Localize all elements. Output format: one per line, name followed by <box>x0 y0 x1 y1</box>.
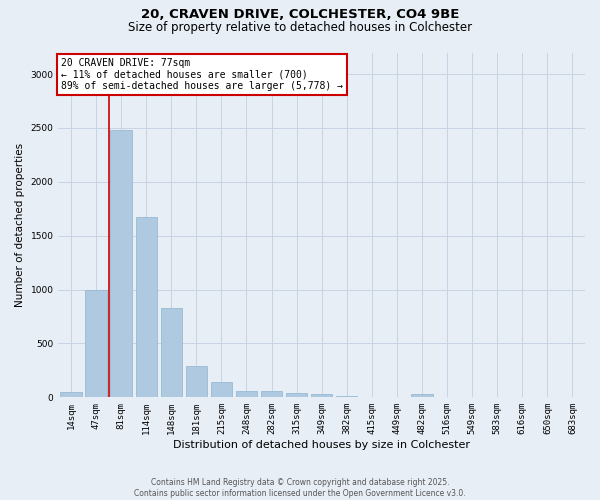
Text: Contains HM Land Registry data © Crown copyright and database right 2025.
Contai: Contains HM Land Registry data © Crown c… <box>134 478 466 498</box>
Bar <box>85 290 107 398</box>
Text: 20 CRAVEN DRIVE: 77sqm
← 11% of detached houses are smaller (700)
89% of semi-de: 20 CRAVEN DRIVE: 77sqm ← 11% of detached… <box>61 58 343 91</box>
Bar <box>286 393 307 398</box>
Bar <box>60 392 82 398</box>
Bar <box>236 391 257 398</box>
X-axis label: Distribution of detached houses by size in Colchester: Distribution of detached houses by size … <box>173 440 470 450</box>
Y-axis label: Number of detached properties: Number of detached properties <box>15 143 25 307</box>
Bar <box>185 366 207 398</box>
Bar <box>211 382 232 398</box>
Bar <box>136 218 157 398</box>
Bar <box>261 392 282 398</box>
Bar <box>161 308 182 398</box>
Bar <box>110 130 132 398</box>
Bar <box>311 394 332 398</box>
Bar <box>412 394 433 398</box>
Text: Size of property relative to detached houses in Colchester: Size of property relative to detached ho… <box>128 21 472 34</box>
Text: 20, CRAVEN DRIVE, COLCHESTER, CO4 9BE: 20, CRAVEN DRIVE, COLCHESTER, CO4 9BE <box>141 8 459 20</box>
Bar <box>336 396 358 398</box>
